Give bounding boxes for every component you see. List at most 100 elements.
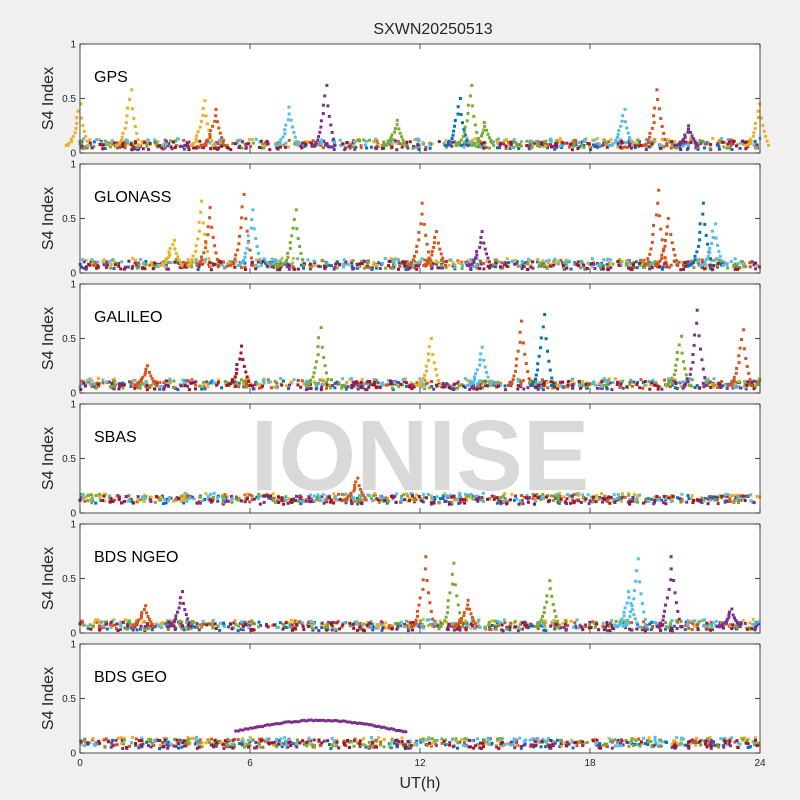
data-point: [600, 385, 604, 389]
data-point: [239, 499, 243, 503]
data-point: [543, 625, 547, 629]
peak-point: [475, 625, 479, 628]
peak-point: [238, 357, 242, 361]
data-point: [541, 388, 545, 392]
data-point: [291, 265, 295, 269]
peak-point: [648, 252, 652, 256]
peak-point: [485, 252, 489, 256]
data-point: [455, 141, 458, 145]
data-point: [359, 146, 363, 150]
peak-point: [120, 135, 124, 139]
data-point: [186, 623, 190, 627]
data-point: [529, 143, 533, 147]
peak-point: [456, 112, 460, 116]
data-point: [353, 499, 357, 503]
data-point: [705, 381, 709, 385]
peak-point: [435, 230, 439, 234]
data-point: [102, 492, 106, 496]
data-point: [466, 259, 470, 263]
peak-point: [149, 620, 153, 624]
data-point: [444, 260, 448, 263]
data-point: [571, 383, 575, 387]
data-point: [278, 268, 282, 272]
data-point: [739, 494, 743, 498]
data-point: [182, 501, 186, 505]
data-point: [697, 386, 701, 390]
data-point: [592, 498, 596, 502]
data-point: [570, 496, 574, 500]
peak-point: [633, 617, 637, 621]
peak-point: [538, 620, 542, 624]
data-point: [657, 496, 661, 500]
data-point: [527, 622, 530, 626]
data-point: [542, 262, 546, 266]
data-point: [504, 146, 508, 150]
data-point: [663, 627, 667, 631]
data-point: [122, 267, 126, 271]
peak-point: [732, 375, 736, 379]
data-point: [603, 496, 607, 500]
data-point: [686, 743, 690, 747]
peak-point: [669, 233, 673, 236]
data-point: [517, 625, 520, 629]
data-point: [108, 494, 112, 498]
data-point: [536, 387, 540, 391]
data-point: [638, 264, 642, 268]
peak-point: [458, 611, 462, 615]
data-point: [185, 493, 189, 497]
data-point: [284, 626, 288, 629]
peak-point: [472, 260, 476, 264]
data-point: [587, 262, 591, 266]
data-point: [633, 499, 637, 503]
data-point: [182, 381, 186, 385]
data-point: [413, 496, 417, 500]
data-point: [89, 493, 93, 497]
peak-point: [232, 262, 236, 266]
data-point: [217, 378, 221, 382]
peak-point: [652, 121, 656, 125]
data-point: [600, 386, 604, 390]
data-point: [700, 496, 704, 500]
peak-point: [435, 373, 439, 377]
data-point: [629, 378, 633, 382]
data-point: [529, 265, 533, 269]
peak-point: [426, 260, 430, 264]
peak-point: [734, 619, 738, 622]
data-point: [670, 619, 674, 623]
data-point: [133, 378, 137, 382]
peak-point: [629, 602, 633, 605]
peak-point: [423, 567, 427, 571]
peak-point: [682, 137, 685, 141]
data-point: [716, 385, 720, 389]
data-point: [265, 624, 269, 628]
data-point: [708, 146, 712, 150]
peak-point: [237, 242, 241, 246]
data-point: [321, 258, 325, 262]
data-point: [605, 624, 609, 627]
data-point: [458, 740, 462, 744]
data-point: [632, 380, 636, 384]
data-point: [110, 624, 114, 628]
peak-point: [698, 222, 702, 226]
data-point: [313, 264, 317, 268]
data-point: [178, 265, 182, 269]
data-point: [222, 621, 225, 625]
peak-point: [706, 254, 710, 258]
data-point: [576, 260, 580, 264]
data-point: [404, 381, 408, 385]
data-point: [198, 495, 202, 499]
data-point: [351, 141, 355, 145]
peak-point: [620, 617, 624, 621]
data-point: [546, 146, 549, 150]
data-point: [478, 626, 482, 629]
data-point: [79, 382, 83, 386]
peak-point: [196, 237, 200, 241]
data-point: [509, 142, 513, 146]
data-point: [665, 495, 668, 498]
data-point: [290, 628, 294, 632]
data-point: [107, 260, 111, 264]
data-point: [252, 628, 256, 632]
data-point: [325, 628, 329, 632]
data-point: [325, 622, 329, 626]
data-point: [119, 628, 122, 632]
